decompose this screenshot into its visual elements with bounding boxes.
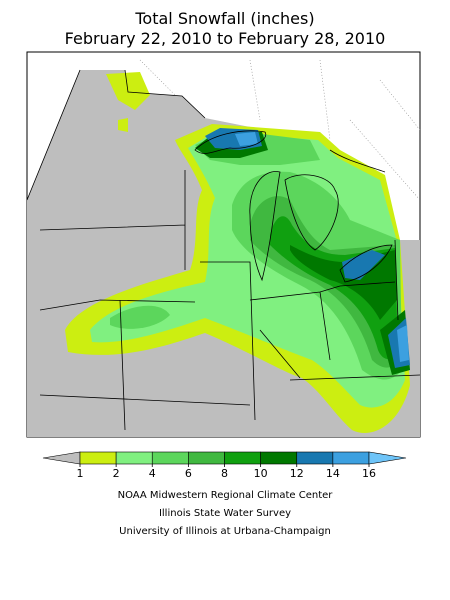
legend-swatch <box>151 451 189 465</box>
snow-contour <box>397 325 409 362</box>
legend-swatch <box>188 451 225 465</box>
legend-tick-label: 8 <box>221 467 228 480</box>
legend-swatch <box>368 451 407 465</box>
canada-lines <box>139 59 421 201</box>
snow-contour <box>118 118 128 132</box>
map <box>26 51 421 438</box>
legend-swatch <box>260 451 298 465</box>
legend-swatch <box>79 451 117 465</box>
map-title: Total Snowfall (inches) <box>134 9 314 28</box>
legend-tick-label: 4 <box>149 467 156 480</box>
legend-tick-label: 16 <box>362 467 376 480</box>
credit-line: NOAA Midwestern Regional Climate Center <box>118 490 334 501</box>
legend-swatch <box>224 451 261 465</box>
legend-swatch <box>42 451 81 465</box>
map-subtitle: February 22, 2010 to February 28, 2010 <box>65 29 386 48</box>
legend-tick-label: 2 <box>113 467 120 480</box>
snow-contour <box>235 132 258 146</box>
legend-tick-label: 10 <box>254 467 268 480</box>
legend-swatch <box>115 451 153 465</box>
legend-tick-label: 6 <box>185 467 192 480</box>
legend-tick-label: 1 <box>77 467 84 480</box>
lake-shorelines <box>194 130 393 283</box>
legend-swatch <box>332 451 370 465</box>
legend: 1 2 4 6 8 10 12 14 16 <box>42 451 407 480</box>
legend-tick-label: 12 <box>290 467 304 480</box>
legend-tick-label: 14 <box>326 467 340 480</box>
credit-line: Illinois State Water Survey <box>159 508 291 519</box>
state-borders <box>26 69 421 431</box>
snow-contour <box>342 250 385 280</box>
snow-contour <box>110 305 170 329</box>
credit-line: University of Illinois at Urbana-Champai… <box>119 526 331 537</box>
legend-swatch <box>296 451 334 465</box>
